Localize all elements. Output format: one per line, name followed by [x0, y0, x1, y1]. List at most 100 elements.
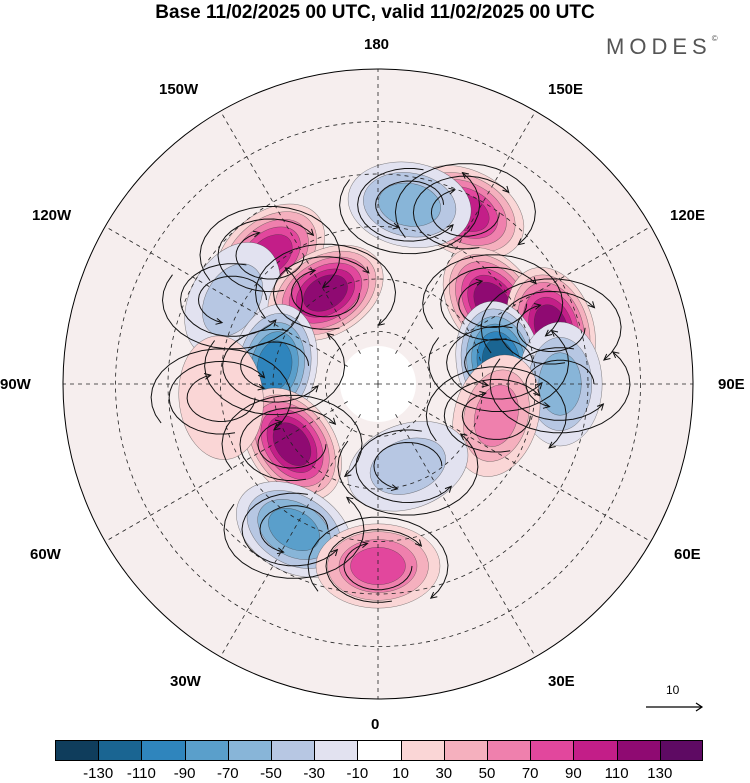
- streamlines: [150, 163, 631, 603]
- streamline-arrow: [330, 548, 339, 557]
- colorbar-swatch: [55, 740, 99, 761]
- streamline: [440, 266, 537, 341]
- streamline-arrow: [328, 417, 337, 426]
- map-border: [62, 68, 694, 700]
- streamline: [375, 180, 445, 228]
- lon-label-150e: 150E: [548, 81, 584, 98]
- streamline: [161, 267, 304, 350]
- vector-scale-label: 10: [666, 683, 680, 697]
- streamline-arrow: [596, 403, 605, 411]
- streamline-arrow: [429, 591, 438, 599]
- streamline: [461, 392, 531, 440]
- colorbar-swatch: [98, 740, 142, 761]
- streamline: [355, 429, 452, 504]
- vector-scale-arrow: [646, 702, 704, 712]
- colorbar-swatch: [314, 740, 358, 761]
- streamline-arrow: [257, 383, 266, 391]
- map-title: Base 11/02/2025 00 UTC, valid 11/02/2025…: [155, 2, 595, 23]
- streamline-arrow: [215, 318, 224, 325]
- lon-label-0: 0: [371, 716, 380, 733]
- streamline: [425, 366, 567, 449]
- lon-label-120w: 120W: [32, 207, 72, 224]
- streamline: [357, 168, 454, 242]
- graticule: [63, 69, 693, 699]
- colorbar-swatch: [659, 740, 703, 761]
- streamline: [489, 351, 631, 434]
- streamline: [430, 189, 500, 237]
- colorbar-swatch: [184, 740, 228, 761]
- streamline: [239, 407, 336, 481]
- streamline-arrow: [611, 351, 620, 359]
- streamline: [480, 278, 622, 361]
- lon-label-30e: 30E: [548, 673, 575, 690]
- streamline: [186, 374, 256, 423]
- streamline-arrow: [258, 371, 266, 379]
- streamline-arrow: [444, 485, 453, 493]
- parallel: [115, 121, 641, 647]
- streamline: [272, 256, 370, 330]
- positive-anomaly: [452, 354, 541, 477]
- streamline: [168, 360, 265, 435]
- streamline-arrow: [308, 268, 317, 276]
- brand-name: MODES: [606, 34, 712, 59]
- colorbar-swatch: [573, 740, 617, 761]
- streamline-arrow: [533, 303, 542, 310]
- brand-logo: MODES©: [606, 34, 718, 60]
- streamline: [222, 329, 319, 403]
- streamline-arrow: [548, 441, 556, 449]
- negative-anomaly: [347, 161, 472, 248]
- streamline: [223, 496, 365, 579]
- meridian: [408, 226, 651, 367]
- parallel: [272, 278, 484, 490]
- streamline-arrow: [588, 301, 596, 309]
- colorbar-tick-label: -110: [126, 765, 156, 782]
- streamline: [428, 330, 570, 412]
- streamline-arrow: [276, 547, 285, 555]
- meridian: [105, 226, 348, 367]
- meridian: [220, 414, 361, 657]
- streamline: [259, 505, 329, 553]
- anomaly-field: [178, 161, 603, 609]
- colorbar-tick-label: 90: [565, 765, 582, 782]
- streamline-arrow: [326, 332, 335, 340]
- positive-anomaly: [315, 523, 441, 609]
- streamline-arrow: [343, 470, 352, 478]
- lon-label-60w: 60W: [30, 546, 61, 563]
- streamline-arrow: [461, 171, 470, 179]
- streamline: [412, 175, 510, 250]
- streamline-arrow: [306, 228, 315, 237]
- streamline-arrow: [345, 496, 354, 504]
- colorbar-swatch: [141, 740, 185, 761]
- streamline-arrow: [362, 266, 370, 274]
- colorbar-swatch: [357, 740, 401, 761]
- meridian: [395, 414, 536, 657]
- meridian: [105, 401, 348, 542]
- streamline: [241, 492, 338, 567]
- streamline-arrow: [203, 373, 212, 380]
- streamline-arrow: [517, 238, 525, 246]
- meridian: [408, 401, 651, 542]
- streamline-arrow: [475, 278, 484, 286]
- colorbar-tick-label: -30: [303, 765, 326, 782]
- colorbar-tick-label: 70: [521, 765, 539, 782]
- streamline-arrow: [479, 391, 487, 398]
- colorbar-tick-label: -50: [260, 765, 282, 782]
- colorbar: [55, 740, 703, 761]
- streamline-arrow: [414, 539, 423, 547]
- streamline-arrow: [284, 267, 292, 275]
- streamline: [197, 275, 267, 324]
- streamline-arrow: [481, 380, 490, 388]
- meridian: [220, 111, 361, 354]
- streamline-arrow: [448, 187, 456, 195]
- colorbar-swatch: [271, 740, 315, 761]
- streamline: [343, 542, 413, 591]
- streamline: [525, 359, 595, 408]
- colorbar-tick-label: 50: [478, 765, 496, 782]
- parallel: [325, 331, 431, 437]
- brand-mark: ©: [711, 34, 718, 43]
- streamline-arrow: [502, 185, 510, 194]
- streamline-arrow: [321, 281, 330, 289]
- lon-label-30w: 30W: [170, 673, 201, 690]
- streamline: [507, 347, 604, 421]
